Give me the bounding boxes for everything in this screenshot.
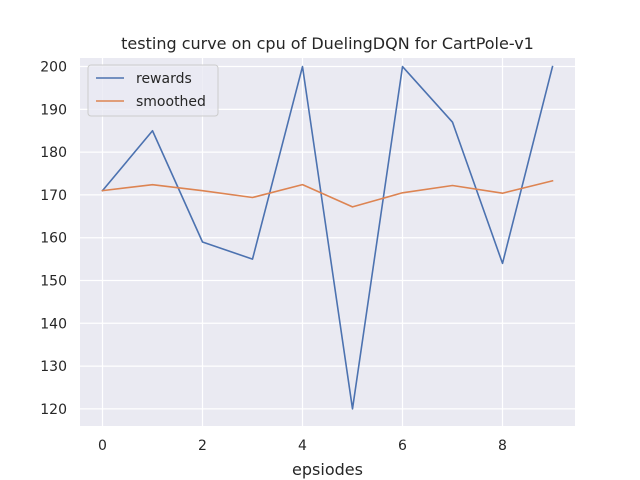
- y-tick-label: 140: [40, 316, 67, 332]
- ticks: 0 2 4 6 8 120 130 140 150 160 170 180 190 200: [40, 60, 507, 454]
- y-tick-label: 170: [40, 188, 67, 204]
- series-layer: [101, 65, 554, 410]
- series-line-rewards: [101, 65, 554, 410]
- x-tick-label: 0: [98, 438, 107, 454]
- y-tick-label: 120: [40, 402, 67, 418]
- x-axis-title: epsiodes: [292, 460, 363, 479]
- x-tick-label: 2: [198, 438, 207, 454]
- y-tick-label: 180: [40, 145, 67, 161]
- series-line-smoothed: [101, 179, 554, 208]
- x-tick-label: 6: [398, 438, 407, 454]
- y-tick-label: 200: [40, 60, 67, 76]
- y-tick-label: 130: [40, 359, 67, 375]
- x-tick-label: 4: [298, 438, 307, 454]
- legend-label-rewards: rewards: [136, 71, 192, 87]
- x-tick-label: 8: [498, 438, 507, 454]
- y-tick-label: 150: [40, 274, 67, 290]
- legend: rewards smoothed: [87, 64, 219, 117]
- chart-title: testing curve on cpu of DuelingDQN for C…: [121, 34, 534, 53]
- legend-label-smoothed: smoothed: [136, 94, 206, 110]
- y-tick-label: 160: [40, 231, 67, 247]
- y-tick-label: 190: [40, 102, 67, 118]
